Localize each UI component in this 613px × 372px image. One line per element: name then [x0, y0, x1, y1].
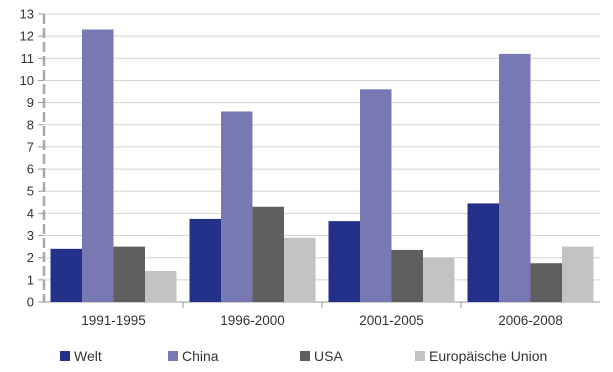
legend-item: USA: [300, 348, 415, 364]
y-tick-label: 1: [27, 272, 34, 287]
legend: Welt China USA Europäische Union: [60, 346, 600, 366]
y-tick-label: 4: [27, 206, 34, 221]
legend-label: Welt: [74, 348, 102, 364]
bar: [284, 237, 316, 302]
y-tick-label: 5: [27, 184, 34, 199]
x-tick-label: 1996-2000: [220, 313, 285, 328]
bar: [423, 257, 455, 302]
legend-item: China: [168, 348, 300, 364]
y-tick-label: 6: [27, 162, 34, 177]
x-tick-labels: 1991-1995 1996-2000 2001-2005 2006-2008: [81, 313, 563, 328]
legend-swatch: [300, 351, 310, 361]
y-tick-label: 11: [21, 51, 35, 66]
y-tick-label: 7: [27, 139, 34, 154]
legend-swatch: [415, 351, 425, 361]
legend-label: USA: [314, 348, 343, 364]
legend-label: China: [182, 348, 219, 364]
bar: [252, 206, 284, 302]
y-tick-label: 10: [20, 73, 34, 88]
bar: [145, 270, 177, 302]
legend-item: Europäische Union: [415, 348, 595, 364]
y-tick-label: 8: [27, 117, 34, 132]
legend-label: Europäische Union: [429, 348, 548, 364]
bars: [50, 29, 594, 303]
bar: [499, 53, 531, 302]
y-tick-label: 3: [27, 228, 34, 243]
bar: [328, 221, 360, 302]
bar: [391, 249, 423, 302]
x-tick-label: 2006-2008: [498, 313, 563, 328]
bar: [530, 263, 562, 302]
y-tick-label: 13: [20, 7, 34, 22]
y-tick-label: 0: [27, 295, 34, 310]
x-tick-label: 2001-2005: [359, 313, 424, 328]
x-tick-label: 1991-1995: [81, 313, 146, 328]
bar: [50, 248, 82, 302]
bar: [113, 246, 145, 302]
bar: [82, 29, 114, 303]
bar: [562, 246, 594, 302]
bar: [189, 218, 221, 302]
bar: [467, 203, 499, 302]
bar: [360, 89, 392, 302]
y-tick-label: 9: [27, 95, 34, 110]
legend-swatch: [168, 351, 178, 361]
bar: [221, 111, 253, 302]
y-tick-label: 2: [27, 250, 34, 265]
y-tick-label: 12: [20, 29, 34, 44]
legend-swatch: [60, 351, 70, 361]
legend-item: Welt: [60, 348, 168, 364]
